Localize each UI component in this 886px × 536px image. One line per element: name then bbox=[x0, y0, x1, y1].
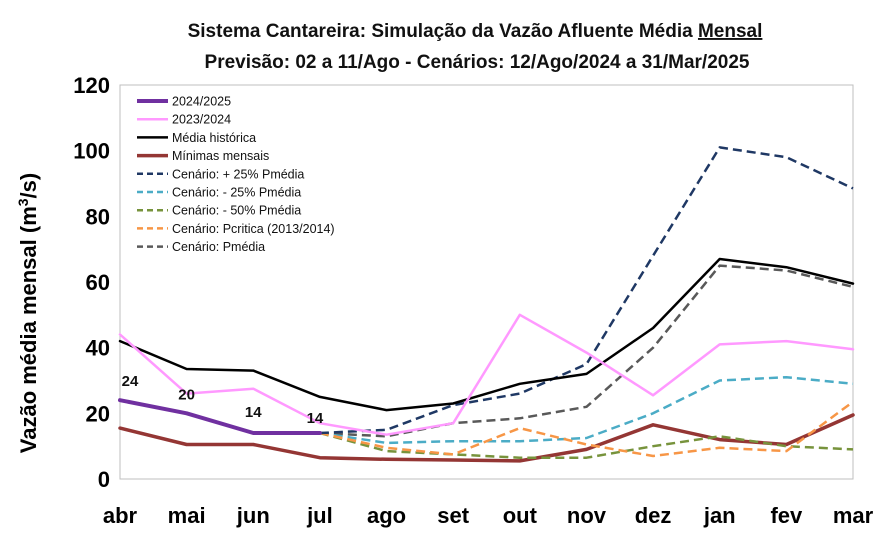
series-line-cenario-pcritica-2013-2014 bbox=[319, 400, 854, 458]
plot-border bbox=[119, 84, 854, 480]
data-labels: 24 20 14 14 bbox=[122, 373, 324, 427]
legend-item-cenario-25-pmedia: Cenário: - 25% Pmédia bbox=[137, 186, 301, 200]
series-line-2024-2025 bbox=[118, 398, 322, 435]
y-tick-label: 20 bbox=[86, 401, 110, 426]
y-tick-label: 120 bbox=[73, 73, 110, 98]
x-tick-label: mai bbox=[168, 503, 206, 528]
legend-item-cenario-pcritica-2013-2014: Cenário: Pcritica (2013/2014) bbox=[137, 222, 335, 236]
title-line-2: Previsão: 02 a 11/Ago - Cenários: 12/Ago… bbox=[205, 52, 750, 73]
data-label: 14 bbox=[307, 410, 324, 427]
title-line-1-underlined: Mensal bbox=[698, 21, 762, 42]
series-line-cenario-25-pmedia bbox=[319, 375, 854, 445]
x-tick-label: set bbox=[437, 503, 469, 528]
x-tick-label: out bbox=[503, 503, 538, 528]
series-lines bbox=[118, 146, 855, 463]
legend: 2024/2025 2023/2024 Média histórica Mínimas… bbox=[137, 95, 335, 254]
y-ticks: 0 20 40 60 80 100 120 bbox=[73, 73, 110, 492]
series-line-cenario-pmedia bbox=[319, 264, 854, 438]
series-line-media-historica bbox=[118, 257, 855, 412]
data-label: 14 bbox=[245, 404, 262, 421]
x-tick-label: jan bbox=[703, 503, 736, 528]
x-tick-label: jul bbox=[306, 503, 333, 528]
title-line-1-main: Sistema Cantareira: Simulação da Vazão A… bbox=[188, 21, 698, 42]
series-line-cenario-50-pmedia bbox=[319, 431, 854, 459]
legend-item-cenario-25-pmedia: Cenário: + 25% Pmédia bbox=[137, 167, 304, 181]
y-axis-label-superscript: 3 bbox=[15, 198, 31, 206]
x-ticks: abr mai jun jul ago set out nov dez jan fev mar bbox=[103, 503, 874, 528]
y-axis-label-end: /s) bbox=[16, 173, 41, 199]
data-label: 24 bbox=[122, 373, 139, 390]
x-tick-label: nov bbox=[567, 503, 607, 528]
x-tick-label: mar bbox=[833, 503, 874, 528]
legend-item-media-historica: Média histórica bbox=[137, 131, 256, 145]
y-axis-label: Vazão média mensal (m3/s) bbox=[15, 173, 41, 453]
legend-label: 2024/2025 bbox=[172, 95, 231, 109]
legend-label: Cenário: + 25% Pmédia bbox=[172, 167, 304, 181]
y-tick-label: 80 bbox=[86, 204, 110, 229]
legend-label: Mínimas mensais bbox=[172, 149, 269, 163]
y-tick-label: 60 bbox=[86, 270, 110, 295]
legend-item-2023-2024: 2023/2024 bbox=[137, 113, 231, 127]
y-axis-label-main: Vazão média mensal (m bbox=[16, 206, 41, 453]
series-line-2023-2024 bbox=[118, 313, 855, 436]
title-line-1: Sistema Cantareira: Simulação da Vazão A… bbox=[188, 21, 763, 42]
legend-label: Cenário: - 25% Pmédia bbox=[172, 186, 301, 200]
legend-item-minimas-mensais: Mínimas mensais bbox=[137, 149, 269, 163]
x-tick-label: jun bbox=[236, 503, 270, 528]
y-tick-label: 40 bbox=[86, 336, 110, 361]
plot-area bbox=[119, 84, 854, 480]
legend-item-cenario-50-pmedia: Cenário: - 50% Pmédia bbox=[137, 204, 301, 218]
legend-label: 2023/2024 bbox=[172, 113, 231, 127]
x-tick-label: fev bbox=[770, 503, 803, 528]
x-tick-label: abr bbox=[103, 503, 138, 528]
legend-item-cenario-pmedia: Cenário: Pmédia bbox=[137, 240, 265, 254]
legend-item-2024-2025: 2024/2025 bbox=[137, 95, 231, 109]
series-line-cenario-25-pmedia bbox=[319, 146, 854, 435]
legend-label: Cenário: Pmédia bbox=[172, 240, 265, 254]
data-label: 20 bbox=[178, 386, 195, 403]
chart-title: Sistema Cantareira: Simulação da Vazão A… bbox=[188, 21, 763, 73]
legend-label: Cenário: - 50% Pmédia bbox=[172, 204, 301, 218]
x-tick-label: dez bbox=[635, 503, 672, 528]
legend-label: Média histórica bbox=[172, 131, 256, 145]
y-tick-label: 0 bbox=[98, 467, 110, 492]
x-tick-label: ago bbox=[367, 503, 406, 528]
y-tick-label: 100 bbox=[73, 139, 110, 164]
series-line-minimas-mensais bbox=[118, 413, 855, 463]
legend-label: Cenário: Pcritica (2013/2014) bbox=[172, 222, 335, 236]
